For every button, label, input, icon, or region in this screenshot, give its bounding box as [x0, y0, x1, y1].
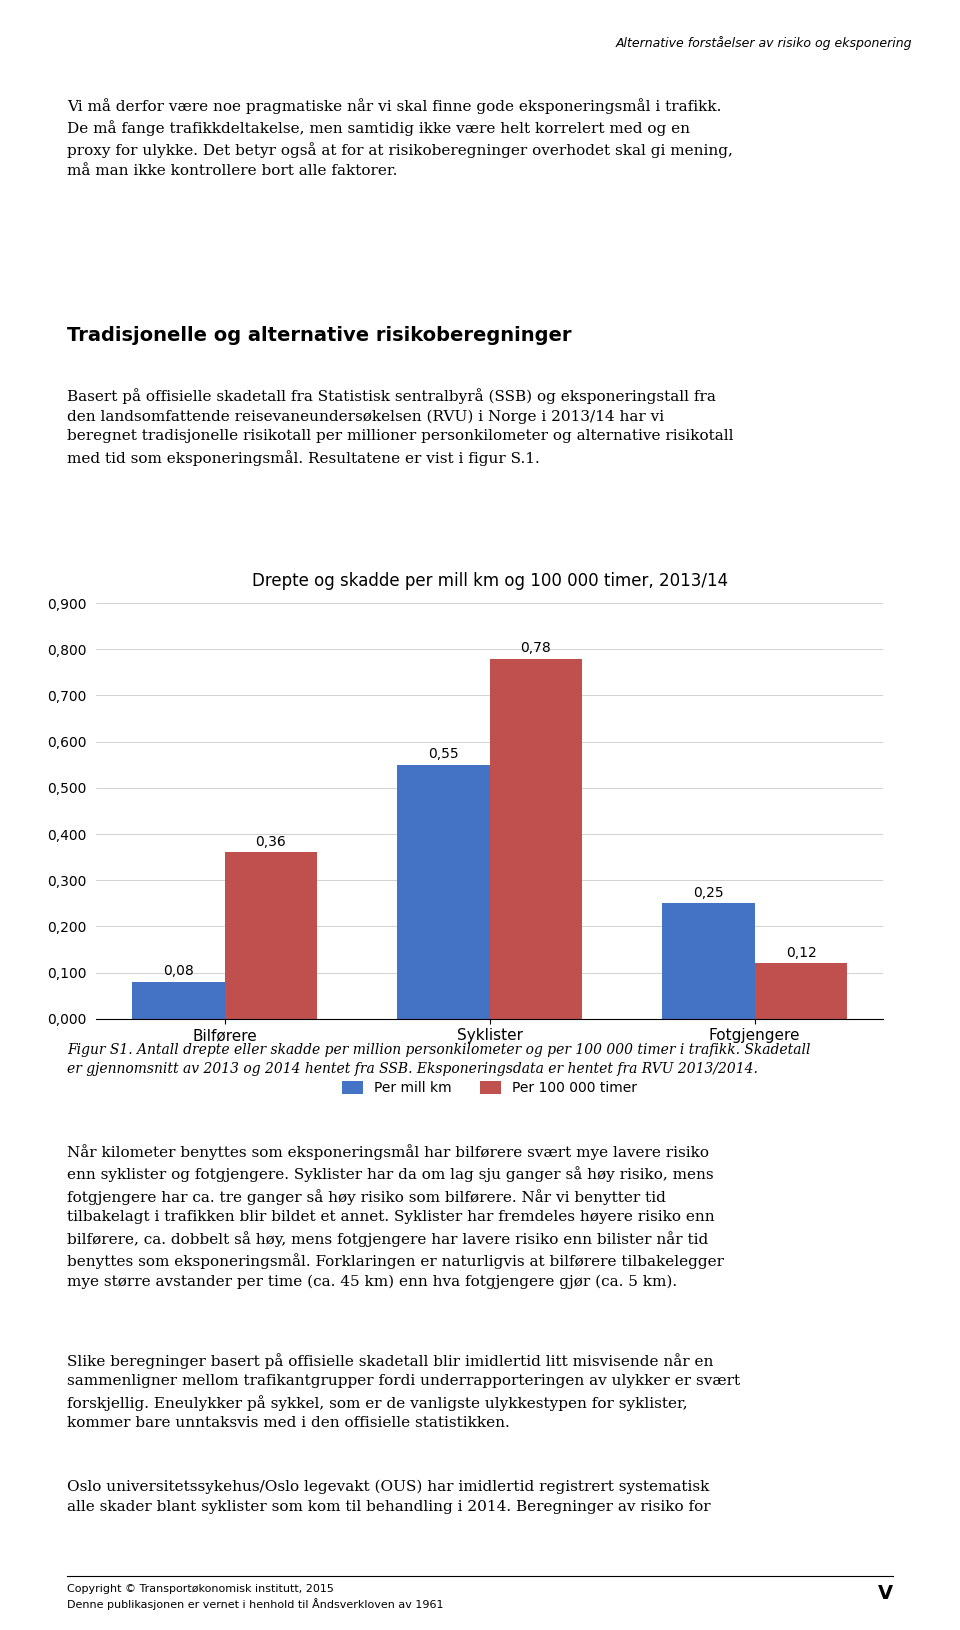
Text: 0,12: 0,12 — [785, 945, 816, 960]
Bar — [661, 903, 755, 1019]
Text: 0,36: 0,36 — [255, 835, 286, 849]
Text: 0,25: 0,25 — [693, 885, 724, 900]
Text: Når kilometer benyttes som eksponeringsmål har bilførere svært mye lavere risiko: Når kilometer benyttes som eksponeringsm… — [67, 1144, 724, 1289]
Text: Basert på offisielle skadetall fra Statistisk sentralbyrå (SSB) og eksponeringst: Basert på offisielle skadetall fra Stati… — [67, 388, 733, 466]
Text: 0,08: 0,08 — [163, 963, 194, 978]
Text: Copyright © Transportøkonomisk institutt, 2015
Denne publikasjonen er vernet i h: Copyright © Transportøkonomisk institutt… — [67, 1584, 444, 1610]
Text: Vi må derfor være noe pragmatiske når vi skal finne gode eksponeringsmål i trafi: Vi må derfor være noe pragmatiske når vi… — [67, 98, 733, 178]
Text: Slike beregninger basert på offisielle skadetall blir imidlertid litt misvisende: Slike beregninger basert på offisielle s… — [67, 1353, 740, 1430]
Text: Figur S1. Antall drepte eller skadde per million personkilometer og per 100 000 : Figur S1. Antall drepte eller skadde per… — [67, 1043, 810, 1076]
Text: Oslo universitetssykehus/Oslo legevakt (OUS) har imidlertid registrert systemati: Oslo universitetssykehus/Oslo legevakt (… — [67, 1480, 710, 1514]
Bar — [396, 764, 490, 1019]
Bar — [225, 852, 318, 1019]
Text: Tradisjonelle og alternative risikoberegninger: Tradisjonelle og alternative risikobereg… — [67, 326, 572, 346]
Bar — [490, 659, 583, 1019]
Text: 0,78: 0,78 — [520, 641, 551, 655]
Text: V: V — [877, 1584, 893, 1604]
Text: Alternative forståelser av risiko og eksponering: Alternative forståelser av risiko og eks… — [615, 36, 912, 51]
Title: Drepte og skadde per mill km og 100 000 timer, 2013/14: Drepte og skadde per mill km og 100 000 … — [252, 572, 728, 590]
Legend: Per mill km, Per 100 000 timer: Per mill km, Per 100 000 timer — [337, 1076, 642, 1100]
Bar — [755, 963, 848, 1019]
Text: 0,55: 0,55 — [428, 747, 459, 761]
Bar — [132, 981, 225, 1019]
